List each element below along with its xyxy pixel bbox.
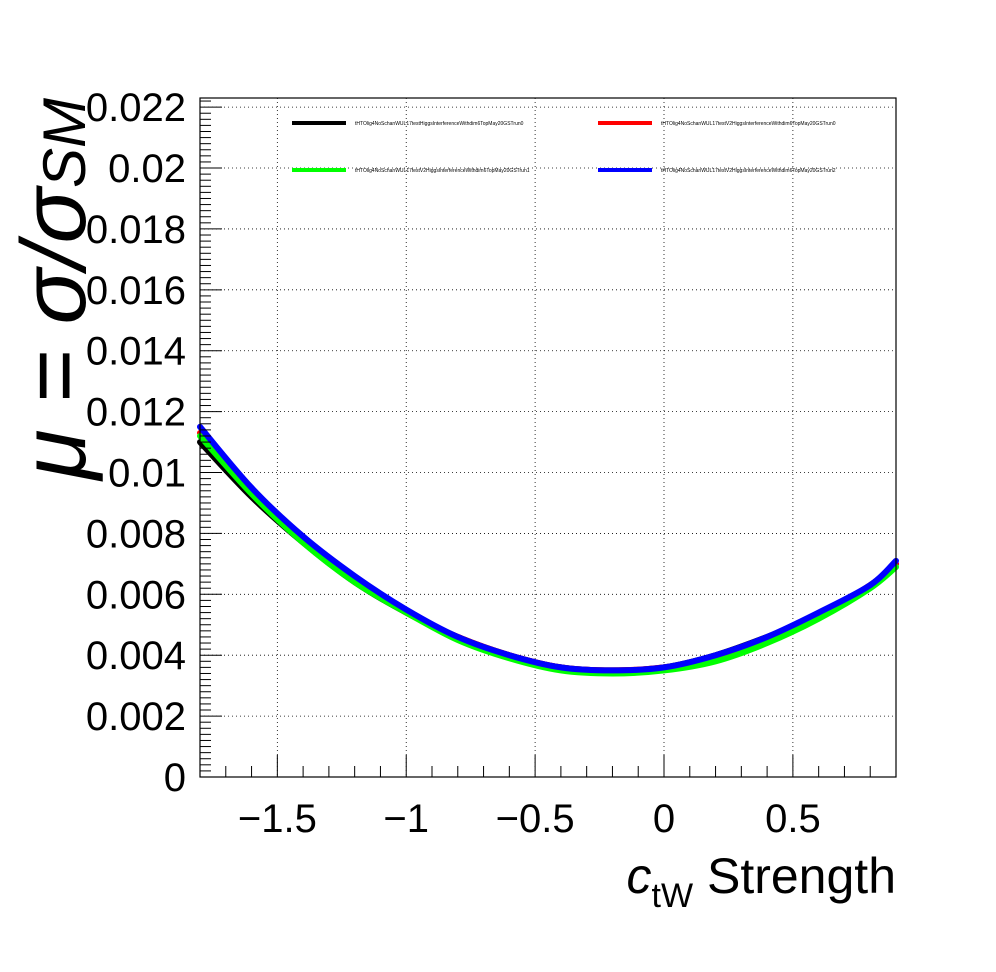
y-tick-label: 0 <box>164 756 186 800</box>
x-axis-title-suffix: Strength <box>693 848 896 904</box>
series-lines <box>197 423 899 677</box>
x-tick-labels: −1.5 −1 −0.5 0 0.5 <box>238 797 821 841</box>
y-axis-title-main: μ = σ/σ <box>3 184 105 481</box>
y-tick-label: 0.01 <box>108 452 186 496</box>
x-tick-label: −0.5 <box>496 797 575 841</box>
x-tick-label: 0.5 <box>765 797 821 841</box>
y-axis-title-sub: SM <box>31 98 98 188</box>
y-tick-label: 0.016 <box>86 269 186 313</box>
y-tick-label: 0.006 <box>86 573 186 617</box>
y-tick-label: 0.022 <box>86 86 186 130</box>
y-tick-label: 0.018 <box>86 208 186 252</box>
x-tick-label: −1.5 <box>238 797 317 841</box>
x-tick-label: −1 <box>383 797 429 841</box>
axis-ticks <box>199 100 897 778</box>
y-tick-label: 0.02 <box>108 147 186 191</box>
plot-frame <box>199 97 897 778</box>
legend-label-1: tHTOlig4NoSchanWUL17testV2HiggsInterfere… <box>661 121 836 127</box>
y-axis-title: μ = σ/σSM <box>3 98 105 482</box>
legend: tHTOlig4NoSchanWUL17testHiggsInterferenc… <box>292 121 836 174</box>
grid <box>200 98 896 777</box>
y-tick-label: 0.008 <box>86 512 186 556</box>
x-axis-title-main: c <box>627 848 652 904</box>
x-axis-title: ctW Strength <box>627 848 896 915</box>
y-tick-label: 0.004 <box>86 634 186 678</box>
y-tick-labels: 0 0.002 0.004 0.006 0.008 0.01 0.012 0.014 0.016… <box>86 86 186 800</box>
legend-label-3: tHTOlig4NoSchanWUL17testV2HiggsInterfere… <box>661 168 836 174</box>
series-line-3 <box>197 423 899 674</box>
x-axis-title-sub: tW <box>652 877 694 915</box>
y-tick-label: 0.012 <box>86 391 186 435</box>
legend-label-0: tHTOlig4NoSchanWUL17testHiggsInterferenc… <box>355 121 524 127</box>
y-tick-label: 0.014 <box>86 330 186 374</box>
x-tick-label: 0 <box>653 797 675 841</box>
legend-label-2: tHTOlig4NoSchanWUL17testV2HiggsInterfere… <box>355 168 530 174</box>
y-tick-label: 0.002 <box>86 695 186 739</box>
